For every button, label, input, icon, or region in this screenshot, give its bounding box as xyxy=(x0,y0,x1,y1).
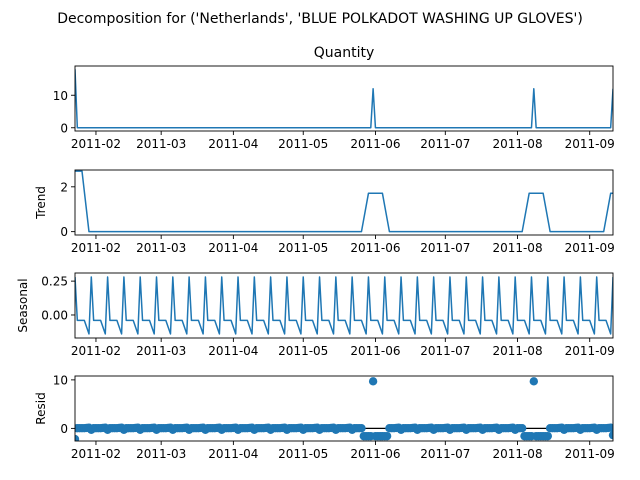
x-tick-label: 2011-06 xyxy=(350,447,400,461)
x-tick-label: 2011-05 xyxy=(278,137,328,151)
series-line xyxy=(75,69,613,129)
x-tick-label: 2011-03 xyxy=(136,344,186,358)
x-tick-label: 2011-06 xyxy=(350,137,400,151)
x-tick-label: 2011-05 xyxy=(278,447,328,461)
panel-data xyxy=(75,69,613,129)
x-tick-label: 2011-03 xyxy=(136,447,186,461)
y-tick-label: 10 xyxy=(53,373,68,387)
x-tick-label: 2011-02 xyxy=(71,137,121,151)
x-tick-label: 2011-07 xyxy=(420,241,470,255)
y-axis-label: Seasonal xyxy=(16,278,30,332)
x-tick-label: 2011-07 xyxy=(420,137,470,151)
y-tick-label: 2 xyxy=(60,180,68,194)
x-tick-label: 2011-09 xyxy=(565,344,615,358)
x-tick-label: 2011-08 xyxy=(492,344,542,358)
x-tick-label: 2011-08 xyxy=(492,241,542,255)
figure-suptitle: Decomposition for ('Netherlands', 'BLUE … xyxy=(57,11,583,27)
y-tick-label: 10 xyxy=(53,89,68,103)
y-axis-label: Resid xyxy=(34,392,48,424)
x-tick-label: 2011-07 xyxy=(420,344,470,358)
x-tick-label: 2011-09 xyxy=(565,447,615,461)
x-tick-label: 2011-06 xyxy=(350,241,400,255)
x-tick-label: 2011-07 xyxy=(420,447,470,461)
axes-frame xyxy=(74,272,614,339)
resid-point xyxy=(75,434,80,441)
resid-point xyxy=(517,423,527,433)
panel-2: 0 2 2011-02 2011-03 2011-04 2011-05 2011-06 201… xyxy=(34,169,615,255)
resid-point xyxy=(368,377,378,386)
resid-point xyxy=(543,431,552,441)
y-tick-label: 0.00 xyxy=(41,308,68,322)
panel-4: 0 10 2011-02 2011-03 2011-04 2011-05 2011-06 20… xyxy=(34,373,615,461)
series-line xyxy=(75,276,613,335)
x-tick-label: 2011-02 xyxy=(71,241,121,255)
panel-data xyxy=(75,276,613,335)
x-tick-label: 2011-04 xyxy=(208,344,258,358)
panel-title: Quantity xyxy=(314,45,375,61)
x-tick-label: 2011-08 xyxy=(492,137,542,151)
panel-1: 0 10 2011-02 2011-03 2011-04 2011-05 2011-06 20… xyxy=(53,45,615,151)
x-tick-label: 2011-02 xyxy=(71,344,121,358)
resid-point xyxy=(382,431,392,441)
x-tick-label: 2011-09 xyxy=(565,241,615,255)
y-tick-label: 0 xyxy=(60,121,68,135)
y-tick-label: 0.25 xyxy=(41,275,68,289)
x-tick-label: 2011-04 xyxy=(208,241,258,255)
axes-frame xyxy=(74,65,614,132)
panel-data xyxy=(75,377,613,441)
x-tick-label: 2011-04 xyxy=(208,137,258,151)
axes-frame xyxy=(74,375,614,442)
resid-point xyxy=(529,377,539,386)
y-axis-label: Trend xyxy=(34,186,48,220)
y-tick-label: 0 xyxy=(60,225,68,239)
panel-3: 0.25 0.00 2011-02 2011-03 2011-04 2011-05 2011… xyxy=(16,272,615,358)
y-tick-label: 0 xyxy=(60,422,68,436)
axes-frame xyxy=(74,169,614,236)
x-tick-label: 2011-09 xyxy=(565,137,615,151)
x-tick-label: 2011-03 xyxy=(136,241,186,255)
resid-point xyxy=(357,423,366,433)
x-tick-label: 2011-05 xyxy=(278,241,328,255)
series-line xyxy=(75,170,613,233)
resid-point xyxy=(608,430,613,440)
x-tick-label: 2011-05 xyxy=(278,344,328,358)
x-tick-label: 2011-03 xyxy=(136,137,186,151)
x-tick-label: 2011-04 xyxy=(208,447,258,461)
x-tick-label: 2011-06 xyxy=(350,344,400,358)
x-tick-label: 2011-02 xyxy=(71,447,121,461)
x-tick-label: 2011-08 xyxy=(492,447,542,461)
panel-data xyxy=(75,170,613,233)
resid-point xyxy=(606,423,613,432)
